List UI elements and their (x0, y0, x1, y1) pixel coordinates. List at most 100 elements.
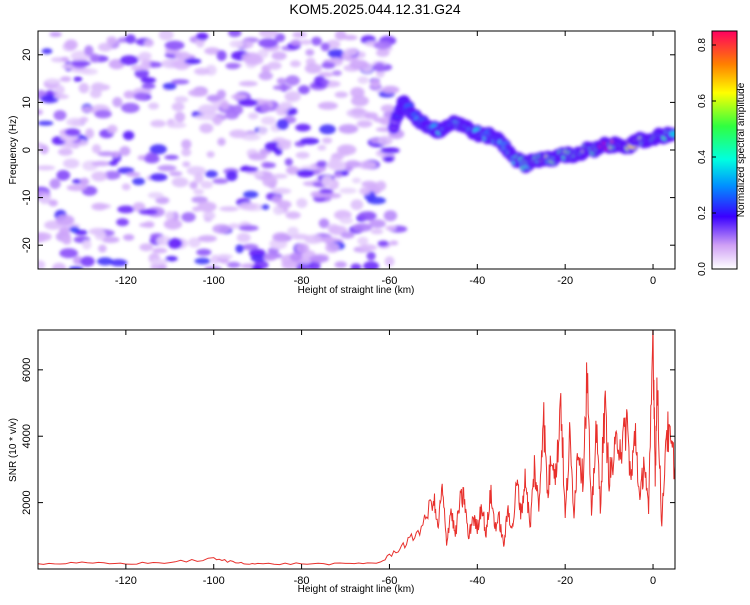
heatmap-cell (357, 76, 369, 84)
heatmap-cell (38, 120, 54, 126)
heatmap-cell (91, 82, 105, 92)
heatmap-cell (195, 114, 215, 121)
heatmap-cell (174, 96, 189, 103)
heatmap-cell (377, 240, 389, 247)
heatmap-cell (98, 244, 107, 253)
y-tick-label: 2000 (21, 490, 33, 514)
heatmap-cell (359, 187, 371, 196)
heatmap-cell (212, 178, 229, 184)
colorbar-tick-label: 0.2 (697, 206, 708, 220)
heatmap-cell (38, 260, 46, 269)
heatmap-cell (236, 232, 251, 243)
heatmap-cell (81, 106, 94, 113)
heatmap-cell (366, 251, 376, 261)
heatmap-cell (49, 178, 61, 189)
heatmap-cell (80, 256, 95, 267)
heatmap-cell (216, 50, 227, 61)
heatmap-cell (79, 116, 89, 123)
heatmap-cell (229, 129, 248, 139)
heatmap-cell (350, 263, 362, 269)
heatmap-cell (117, 37, 128, 43)
heatmap-cell (141, 83, 156, 90)
heatmap-cell (94, 229, 106, 241)
heatmap-cell (328, 157, 340, 169)
heatmap-cell (164, 154, 179, 160)
heatmap-cell (116, 218, 129, 227)
heatmap-cell (206, 151, 215, 158)
heatmap-cell (188, 89, 208, 97)
y-tick-label: 6000 (21, 358, 33, 382)
heatmap-cell (338, 124, 359, 134)
heatmap-cell (212, 224, 231, 234)
heatmap-cell (229, 40, 244, 48)
heatmap-cell (150, 263, 167, 269)
heatmap-cell (49, 31, 62, 37)
heatmap-cells (38, 31, 675, 269)
heatmap-cell (171, 102, 185, 112)
x-tick-label: -100 (203, 275, 225, 287)
heatmap-cell (279, 101, 293, 110)
heatmap-cell (318, 218, 330, 229)
heatmap-cell (189, 181, 198, 190)
heatmap-cell (123, 90, 135, 99)
heatmap-cell (261, 204, 270, 210)
heatmap-cell (235, 244, 244, 254)
heatmap-cell (147, 192, 164, 199)
heatmap-cell (200, 180, 213, 189)
heatmap-cell (57, 148, 73, 156)
heatmap-cell (140, 77, 156, 84)
heatmap-cell (53, 94, 69, 100)
colorbar-tick-label: 0.6 (697, 94, 708, 108)
heatmap-cell (319, 188, 334, 194)
heatmap-cell (216, 89, 226, 100)
heatmap-cell (56, 170, 71, 181)
heatmap-cell (62, 235, 72, 245)
heatmap-cell (350, 87, 365, 98)
heatmap-cell (284, 158, 293, 167)
heatmap-cell (295, 123, 311, 132)
heatmap-cell (107, 124, 118, 134)
heatmap-cell (309, 255, 329, 263)
heatmap-cell (38, 165, 56, 171)
heatmap-cell (248, 153, 267, 161)
heatmap-cell (317, 101, 338, 110)
heatmap-cell (55, 84, 65, 95)
heatmap-cell (292, 31, 307, 38)
heatmap-cell (157, 164, 177, 172)
y-tick-label: 20 (21, 49, 33, 61)
heatmap-cell (228, 223, 240, 229)
heatmap-cell (45, 78, 62, 84)
heatmap-cell (139, 243, 154, 252)
x-tick-label: -20 (557, 575, 573, 587)
heatmap-cell (325, 242, 340, 253)
heatmap-cell (117, 167, 135, 174)
spectrogram-x-axis-label: Height of straight line (km) (298, 285, 415, 296)
heatmap-cell (191, 196, 208, 204)
heatmap-cell (304, 234, 323, 244)
heatmap-cell (267, 61, 282, 70)
heatmap-cell (238, 225, 259, 232)
heatmap-cell (225, 62, 240, 70)
heatmap-cell (204, 47, 221, 55)
heatmap-cell (289, 60, 301, 68)
heatmap-cell (108, 160, 118, 166)
heatmap-cell (203, 211, 216, 221)
heatmap-cell (48, 199, 58, 207)
heatmap-cell (169, 171, 183, 177)
heatmap-cell (363, 261, 380, 269)
heatmap-cell (260, 116, 276, 125)
heatmap-cell (52, 262, 67, 269)
heatmap-cell (38, 109, 43, 116)
heatmap-cell (277, 200, 292, 209)
colorbar-tick-label: 0.8 (697, 38, 708, 52)
heatmap-cell (101, 236, 120, 243)
heatmap-cell (344, 166, 353, 172)
heatmap-cell (339, 217, 354, 225)
y-tick-label: 4000 (21, 424, 33, 448)
heatmap-cell (61, 56, 70, 62)
heatmap-cell (356, 120, 373, 128)
heatmap-cell (226, 261, 241, 269)
heatmap-cell (276, 77, 287, 85)
heatmap-cell (79, 177, 90, 186)
